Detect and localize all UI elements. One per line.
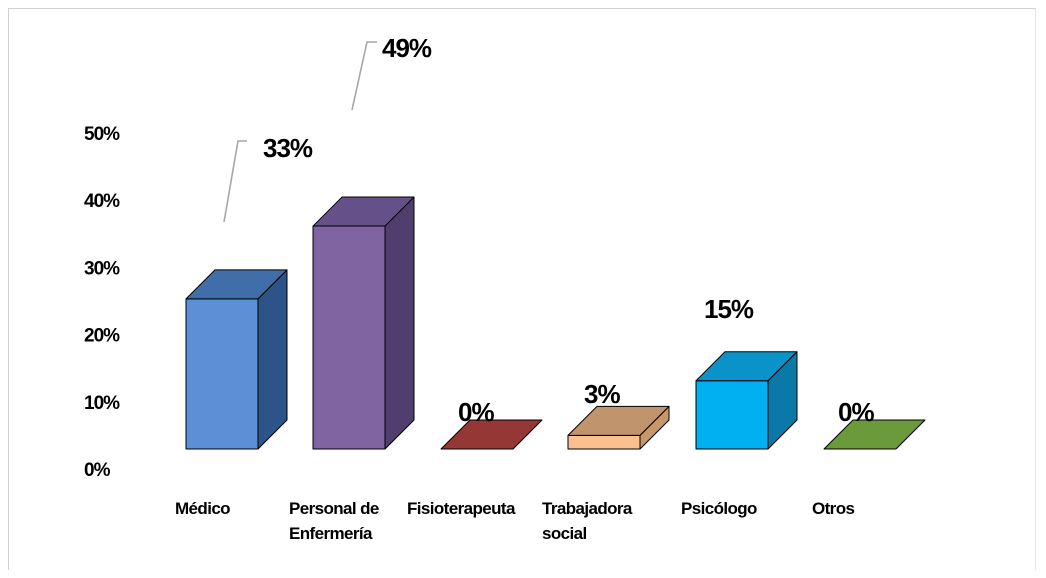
bar-2	[312, 196, 415, 450]
category-label-line: Fisioterapeuta	[407, 499, 516, 518]
bar-5	[695, 351, 798, 450]
y-tick-label: 30%	[84, 258, 120, 279]
data-label: 15%	[704, 294, 754, 324]
y-tick-label: 50%	[84, 124, 120, 145]
bar-4	[567, 405, 670, 450]
category-label: Personal de Enfermería	[289, 499, 379, 543]
category-label: Otros	[812, 499, 854, 518]
category-label-line: Trabajadora	[542, 499, 633, 518]
bar-side-face	[257, 269, 288, 450]
data-label-leader-line	[351, 41, 377, 111]
data-label: 3%	[584, 379, 620, 409]
category-label-line: Enfermería	[289, 524, 373, 543]
bar-front-face	[567, 434, 641, 450]
bar-front-face	[695, 380, 769, 450]
bar-front-face	[312, 225, 386, 450]
category-label-line: Personal de	[289, 499, 379, 518]
bar-front-face	[185, 298, 259, 450]
category-label: Médico	[175, 499, 230, 518]
bar-top-face	[440, 419, 543, 450]
bar-6	[823, 419, 926, 450]
category-label-line: Otros	[812, 499, 854, 518]
bar-1	[185, 269, 288, 450]
data-label: 0%	[458, 397, 494, 427]
y-tick-label: 20%	[84, 326, 120, 347]
category-label-line: Médico	[175, 499, 230, 518]
category-label-line: Psicólogo	[681, 499, 757, 518]
y-tick-label: 10%	[84, 393, 120, 414]
bar-top-face	[823, 419, 926, 450]
category-label-line: social	[542, 524, 587, 543]
data-label-leader-line	[223, 140, 247, 223]
bar-top-face	[567, 405, 670, 436]
data-label: 49%	[382, 33, 432, 63]
y-tick-label: 0%	[84, 460, 111, 481]
category-label: Psicólogo	[681, 499, 757, 518]
bar-top-face	[312, 196, 415, 227]
data-label: 0%	[838, 397, 874, 427]
bar-3	[440, 419, 543, 450]
bar-top-face	[695, 351, 798, 382]
bar-top-face	[185, 269, 288, 300]
category-label: Trabajadora social	[542, 499, 633, 543]
y-tick-label: 40%	[84, 191, 120, 212]
category-label: Fisioterapeuta	[407, 499, 516, 518]
chart-area	[8, 8, 1036, 570]
data-label: 33%	[263, 133, 313, 163]
bar-side-face	[384, 196, 415, 450]
